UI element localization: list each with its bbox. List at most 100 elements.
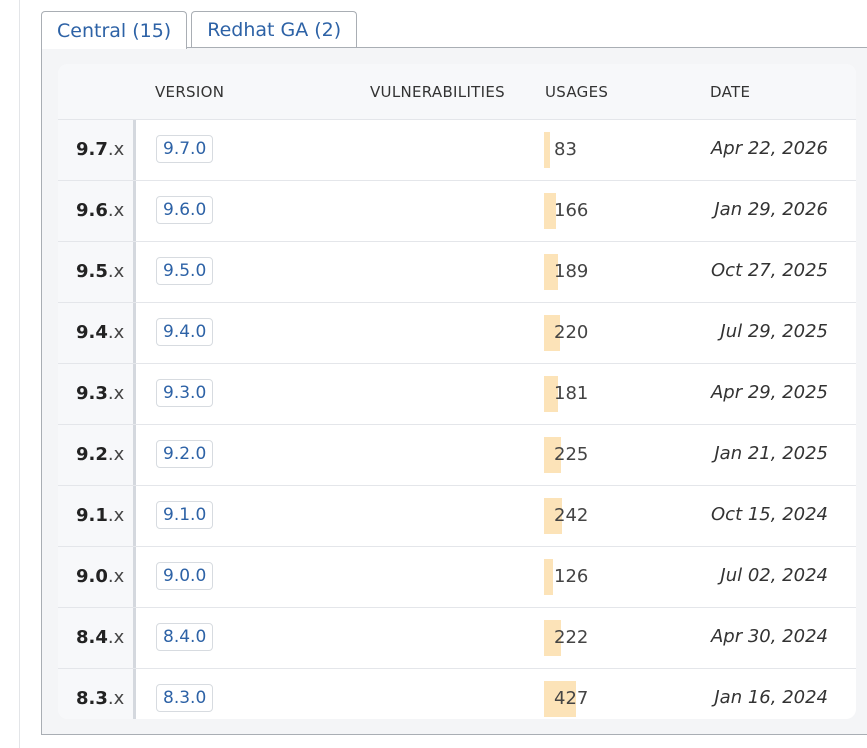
table-row: 9.0.x 9.0.0 126 Jul 02, 2024 [58,547,856,608]
version-link[interactable]: 9.0.0 [156,562,214,590]
usage-count[interactable]: 220 [554,322,589,343]
version-group-major: 9.4 [76,322,108,343]
usage-count[interactable]: 126 [554,566,589,587]
version-group-minor: .x [107,322,125,343]
usage-count[interactable]: 181 [554,383,589,404]
version-group-label: 9.0.x [76,566,124,587]
table-row: 9.7.x 9.7.0 83 Apr 22, 2026 [58,120,856,181]
usage-count[interactable]: 225 [554,444,589,465]
version-link[interactable]: 9.4.0 [156,318,214,346]
version-group-major: 8.4 [76,627,108,648]
version-group-minor: .x [107,505,125,526]
version-group-cell: 9.4.x [58,303,136,363]
version-group-major: 9.6 [76,200,108,221]
usage-count[interactable]: 222 [554,627,589,648]
release-date: Apr 30, 2024 [710,626,828,647]
usage-bar [544,681,576,717]
release-date: Jul 02, 2024 [720,565,828,586]
usage-count[interactable]: 166 [554,200,589,221]
version-group-cell: 9.3.x [58,364,136,424]
release-date: Oct 27, 2025 [711,260,828,281]
table-row: 9.6.x 9.6.0 166 Jan 29, 2026 [58,181,856,242]
version-group-cell: 9.7.x [58,120,136,180]
release-date: Apr 29, 2025 [710,382,828,403]
usage-bar [544,437,561,473]
version-group-minor: .x [107,688,125,709]
header-date[interactable]: DATE [710,83,751,101]
usage-bar [544,193,556,229]
tab-central[interactable]: Central (15) [41,11,188,49]
version-group-major: 9.2 [76,444,108,465]
release-date: Jan 21, 2025 [714,443,828,464]
version-group-label: 9.5.x [76,261,124,282]
usage-count[interactable]: 242 [554,505,589,526]
version-link[interactable]: 8.3.0 [156,684,214,712]
version-group-label: 9.7.x [76,139,124,160]
version-group-minor: .x [107,444,125,465]
version-group-minor: .x [107,566,125,587]
usage-bar [544,254,558,290]
version-group-cell: 9.2.x [58,425,136,485]
version-link[interactable]: 9.6.0 [156,196,214,224]
usage-bar [544,376,558,412]
version-link[interactable]: 9.2.0 [156,440,214,468]
version-group-label: 9.1.x [76,505,124,526]
version-group-label: 9.2.x [76,444,124,465]
header-version[interactable]: VERSION [155,83,225,101]
version-group-major: 9.7 [76,139,108,160]
table-row: 8.3.x 8.3.0 427 Jan 16, 2024 [58,669,856,719]
usage-bar [544,132,550,168]
usage-bar [544,498,562,534]
version-group-major: 8.3 [76,688,108,709]
usage-count[interactable]: 189 [554,261,589,282]
table-header: VERSION VULNERABILITIES USAGES DATE [58,64,856,120]
usage-bar [544,559,553,595]
header-usages[interactable]: USAGES [545,83,609,101]
release-date: Oct 15, 2024 [711,504,828,525]
version-group-label: 8.3.x [76,688,124,709]
release-date: Jan 29, 2026 [714,199,828,220]
usage-bar [544,620,561,656]
version-link[interactable]: 9.1.0 [156,501,214,529]
version-group-cell: 9.6.x [58,181,136,241]
table-row: 8.4.x 8.4.0 222 Apr 30, 2024 [58,608,856,669]
version-group-minor: .x [107,200,125,221]
header-vulnerabilities[interactable]: VULNERABILITIES [370,83,505,101]
version-group-label: 8.4.x [76,627,124,648]
table-row: 9.3.x 9.3.0 181 Apr 29, 2025 [58,364,856,425]
usage-count[interactable]: 83 [554,139,577,160]
repository-tabs: Central (15) Redhat GA (2) [41,11,361,49]
version-group-cell: 8.4.x [58,608,136,668]
version-group-minor: .x [107,383,125,404]
table-row: 9.1.x 9.1.0 242 Oct 15, 2024 [58,486,856,547]
version-group-cell: 9.1.x [58,486,136,546]
version-group-minor: .x [107,627,125,648]
table-row: 9.4.x 9.4.0 220 Jul 29, 2025 [58,303,856,364]
version-group-minor: .x [107,139,125,160]
table-row: 9.2.x 9.2.0 225 Jan 21, 2025 [58,425,856,486]
versions-table: VERSION VULNERABILITIES USAGES DATE 9.7.… [58,64,856,719]
release-date: Jan 16, 2024 [714,687,828,708]
version-link[interactable]: 9.7.0 [156,135,214,163]
version-link[interactable]: 9.3.0 [156,379,214,407]
version-group-label: 9.6.x [76,200,124,221]
tab-panel: VERSION VULNERABILITIES USAGES DATE 9.7.… [41,47,867,735]
version-group-cell: 9.0.x [58,547,136,607]
release-date: Jul 29, 2025 [720,321,828,342]
usage-bar [544,315,560,351]
version-group-cell: 8.3.x [58,669,136,719]
version-group-major: 9.0 [76,566,108,587]
version-group-major: 9.3 [76,383,108,404]
table-body: 9.7.x 9.7.0 83 Apr 22, 2026 9.6.x 9.6.0 166 Jan… [58,120,856,719]
tab-redhat-ga[interactable]: Redhat GA (2) [191,11,358,48]
version-group-major: 9.5 [76,261,108,282]
left-divider [19,0,20,748]
release-date: Apr 22, 2026 [710,138,828,159]
version-link[interactable]: 8.4.0 [156,623,214,651]
usage-count[interactable]: 427 [554,688,589,709]
version-link[interactable]: 9.5.0 [156,257,214,285]
version-group-label: 9.3.x [76,383,124,404]
version-group-minor: .x [107,261,125,282]
version-group-major: 9.1 [76,505,108,526]
